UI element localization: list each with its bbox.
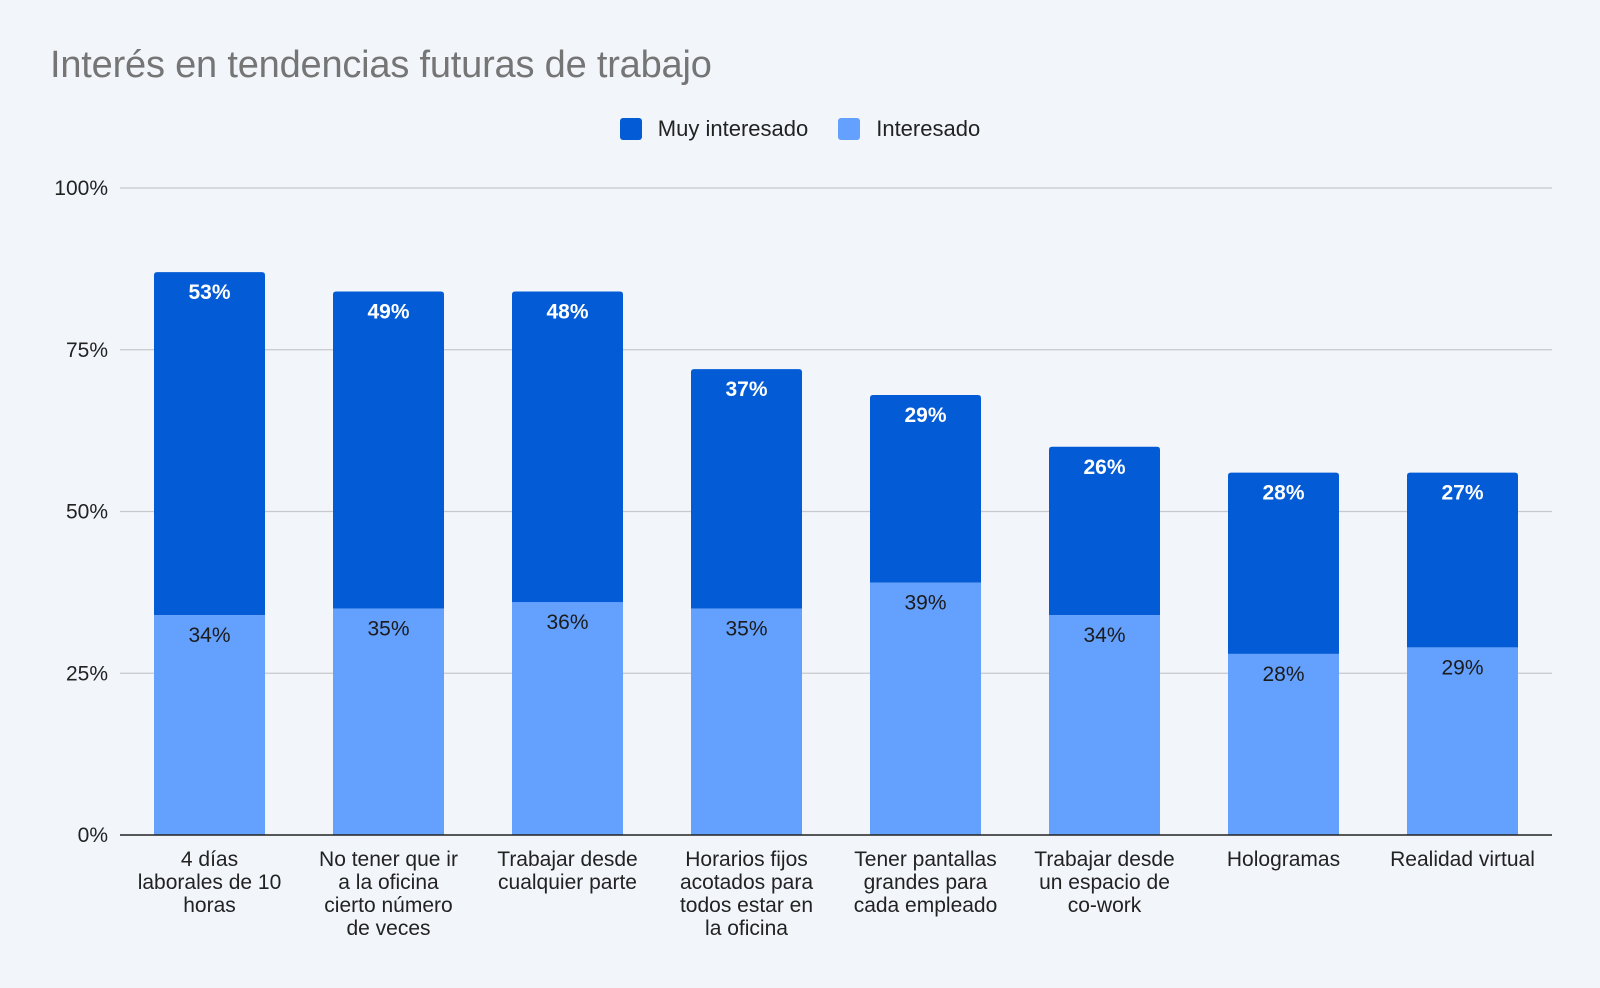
chart-title: Interés en tendencias futuras de trabajo (50, 44, 712, 86)
bar-segment-interesado (870, 582, 981, 835)
x-tick-label: Hologramas (1227, 848, 1340, 871)
legend-label-muy-interesado: Muy interesado (657, 116, 809, 141)
bar-segment-muy-interesado (870, 395, 981, 583)
data-label: 36% (546, 611, 588, 634)
data-label: 29% (1441, 656, 1483, 679)
bar-segment-interesado (154, 615, 265, 835)
bar-segment-interesado (512, 602, 623, 835)
y-tick-label: 50% (66, 501, 108, 524)
x-tick-label: Realidad virtual (1390, 848, 1535, 871)
y-tick-label: 25% (66, 662, 108, 685)
bar-segment-muy-interesado (333, 291, 444, 609)
bar-segment-interesado (1407, 647, 1518, 835)
x-tick-label: Trabajar desde un espacio de co-work (1034, 848, 1174, 917)
legend-label-interesado: Interesado (876, 116, 981, 141)
data-label: 28% (1262, 482, 1304, 505)
y-tick-label: 75% (66, 339, 108, 362)
data-label: 49% (367, 301, 409, 324)
data-label: 48% (546, 301, 588, 324)
bar-segment-muy-interesado (691, 369, 802, 609)
legend-swatch-interesado (838, 118, 861, 140)
bar-segment-muy-interesado (512, 291, 623, 603)
data-label: 34% (1083, 624, 1125, 647)
bar-segment-interesado (1049, 615, 1160, 835)
data-label: 39% (904, 592, 946, 615)
data-label: 53% (188, 281, 230, 304)
legend-item-muy-interesado[interactable]: Muy interesado (619, 116, 809, 142)
bar-segment-interesado (333, 608, 444, 835)
bar-segment-muy-interesado (1407, 472, 1518, 648)
legend-swatch-muy-interesado (619, 118, 642, 140)
bar-segment-muy-interesado (1228, 472, 1339, 654)
bar-segment-muy-interesado (1049, 446, 1160, 616)
legend: Muy interesado Interesado (0, 116, 1600, 142)
data-label: 37% (725, 378, 767, 401)
legend-item-interesado[interactable]: Interesado (838, 116, 980, 142)
y-tick-label: 100% (54, 177, 108, 200)
bar-segment-muy-interesado (154, 272, 265, 616)
x-tick-label: Tener pantallas grandes para cada empleado (854, 848, 998, 917)
x-tick-label: Trabajar desde cualquier parte (497, 848, 637, 894)
data-label: 26% (1083, 456, 1125, 479)
bar-segment-interesado (1228, 653, 1339, 835)
x-tick-label: No tener que ir a la oficina cierto número… (319, 848, 458, 940)
x-tick-label: Horarios fijos acotados para todos estar e… (680, 848, 813, 940)
data-label: 35% (725, 618, 767, 641)
data-label: 28% (1262, 663, 1304, 686)
y-tick-label: 0% (78, 824, 108, 847)
bar-segment-interesado (691, 608, 802, 835)
data-label: 27% (1441, 482, 1483, 505)
data-label: 35% (367, 618, 409, 641)
x-tick-label: 4 días laborales de 10 horas (138, 848, 282, 917)
data-label: 34% (188, 624, 230, 647)
data-label: 29% (904, 404, 946, 427)
